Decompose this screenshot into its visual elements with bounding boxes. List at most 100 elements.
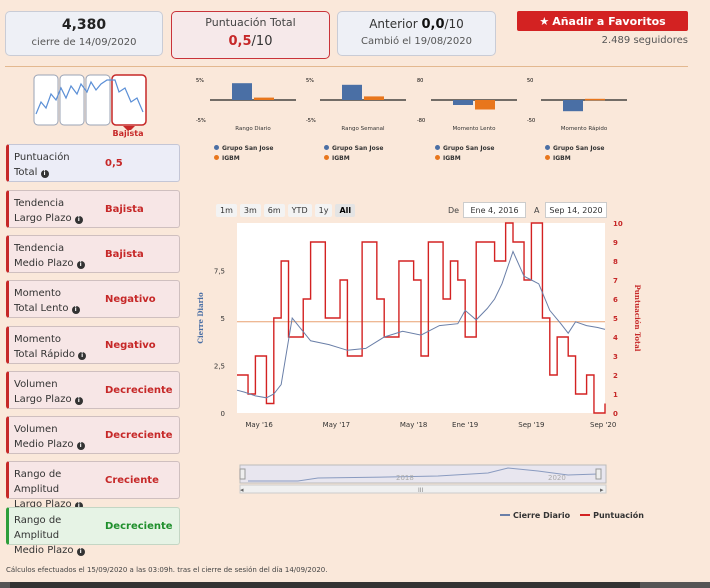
indicator-card[interactable]: Puntuación Total i 0,5 xyxy=(6,144,180,182)
indicator-card[interactable]: Volumen Medio Plazo i Decreciente xyxy=(6,416,180,454)
mini-bar xyxy=(453,100,473,105)
mini-chart-legend: Grupo San Jose IGBM xyxy=(545,144,604,164)
info-icon[interactable]: i xyxy=(74,397,83,405)
mini-legend-item: Grupo San Jose xyxy=(545,144,604,154)
svg-text:▸: ▸ xyxy=(600,486,604,494)
legend-item-score[interactable]: Puntuación xyxy=(580,511,644,520)
chart-navigator[interactable]: 2018 2020 ◂ ▸ III xyxy=(238,463,608,495)
indicator-card[interactable]: Volumen Largo Plazo i Decreciente xyxy=(6,371,180,409)
info-icon[interactable]: i xyxy=(78,352,87,360)
range-button[interactable]: YTD xyxy=(287,204,312,217)
indicator-card[interactable]: Momento Total Lento i Negativo xyxy=(6,280,180,318)
info-icon[interactable]: i xyxy=(74,216,83,224)
range-button[interactable]: 3m xyxy=(239,204,261,217)
divider xyxy=(5,66,688,67)
trend-tag: Bajista xyxy=(112,129,144,138)
y-right-tick: 2 xyxy=(613,372,618,380)
horizontal-scrollbar[interactable] xyxy=(0,582,710,588)
range-button[interactable]: 1y xyxy=(314,204,333,217)
indicator-value: Decreciente xyxy=(105,520,173,532)
x-tick: May '17 xyxy=(323,421,351,429)
y-right-tick: 3 xyxy=(613,353,618,361)
info-icon[interactable]: i xyxy=(40,170,49,178)
navigator-label: 2018 xyxy=(396,474,414,482)
to-date-input[interactable]: Sep 14, 2020 xyxy=(545,202,607,218)
trend-thumbnail xyxy=(33,74,147,130)
indicator-value: Negativo xyxy=(105,293,156,305)
range-button[interactable]: 1m xyxy=(216,204,237,217)
from-date-input[interactable]: Ene 4, 2016 xyxy=(463,202,526,218)
navigator-scrollbar[interactable] xyxy=(239,484,607,494)
followers-count: 2.489 seguidores xyxy=(601,35,688,46)
indicator-value: Creciente xyxy=(105,474,159,486)
mini-bar xyxy=(475,100,495,110)
scrollbar-thumb[interactable] xyxy=(10,582,640,588)
mini-axis-max: 50 xyxy=(527,78,533,84)
mini-bar-chart: 5% -5% Rango Semanal xyxy=(306,78,406,132)
chart-legend: Cierre Diario Puntuación xyxy=(500,511,644,520)
mini-bar-chart: 50 -50 Momento Rápido xyxy=(527,78,627,132)
total-score-box: Puntuación Total 0,5/10 xyxy=(171,11,330,59)
navigator-handle-left[interactable] xyxy=(239,468,246,480)
info-icon[interactable]: i xyxy=(76,442,85,450)
y-right-title: Puntuación Total xyxy=(633,285,642,352)
indicator-value: Bajista xyxy=(105,203,144,215)
previous-score: Anterior 0,0/10 xyxy=(369,17,464,32)
mini-bar xyxy=(563,100,583,112)
indicator-name: Puntuación Total i xyxy=(14,152,70,178)
indicator-value: Decreciente xyxy=(105,384,173,396)
info-icon[interactable]: i xyxy=(76,548,85,556)
main-chart: 0 2,5 5 7,5 0 1 2 3 4 5 6 7 8 9 10 May '16 May '17 May '1… xyxy=(196,220,642,429)
info-icon[interactable]: i xyxy=(74,502,83,510)
y-left-tick: 0 xyxy=(221,410,225,418)
legend-item-close[interactable]: Cierre Diario xyxy=(500,511,570,520)
y-right-tick: 10 xyxy=(613,220,623,228)
mini-axis-min: -5% xyxy=(196,118,206,124)
y-right-tick: 9 xyxy=(613,239,618,247)
star-icon: ★ xyxy=(539,14,550,28)
indicator-card[interactable]: Rango de Amplitud Largo Plazo i Creciente xyxy=(6,461,180,510)
navigator-handle-right[interactable] xyxy=(595,468,602,480)
indicator-card[interactable]: Rango de Amplitud Medio Plazo i Decrecient… xyxy=(6,507,180,556)
mini-chart-title: Momento Lento xyxy=(453,126,497,132)
info-icon[interactable]: i xyxy=(71,306,80,314)
last-price: 4,380 xyxy=(61,17,107,33)
indicator-name: Momento Total Lento i xyxy=(14,286,104,316)
mini-bar xyxy=(342,84,362,100)
x-tick: Sep '19 xyxy=(518,421,544,429)
mini-bar-chart: 5% -5% Rango Diario xyxy=(196,78,296,132)
svg-text:◂: ◂ xyxy=(240,486,244,494)
y-right-tick: 1 xyxy=(613,391,618,399)
y-right-tick: 6 xyxy=(613,296,618,304)
info-icon[interactable]: i xyxy=(76,261,85,269)
x-tick: May '18 xyxy=(400,421,428,429)
x-tick: Ene '19 xyxy=(452,421,478,429)
mini-chart-title: Rango Diario xyxy=(235,126,271,132)
y-left-title: Cierre Diario xyxy=(196,292,205,344)
range-button[interactable]: All xyxy=(335,204,356,217)
mini-axis-min: -50 xyxy=(527,118,535,124)
indicator-name: Tendencia Medio Plazo i xyxy=(14,241,104,271)
indicator-name: Volumen Medio Plazo i xyxy=(14,422,104,452)
previous-changed-date: Cambió el 19/08/2020 xyxy=(360,36,473,47)
y-right-tick: 5 xyxy=(613,315,618,323)
indicator-card[interactable]: Momento Total Rápido i Negativo xyxy=(6,326,180,364)
y-right-tick: 8 xyxy=(613,258,618,266)
indicator-card[interactable]: Tendencia Largo Plazo i Bajista xyxy=(6,190,180,228)
mini-chart-title: Momento Rápido xyxy=(561,125,608,132)
y-left-tick: 2,5 xyxy=(214,363,225,371)
range-selector: 1m 3m 6m YTD 1y All xyxy=(216,204,356,217)
mini-chart-legend: Grupo San Jose IGBM xyxy=(324,144,383,164)
range-button[interactable]: 6m xyxy=(263,204,285,217)
mini-legend-item: IGBM xyxy=(324,154,383,164)
from-label: De xyxy=(448,206,460,215)
add-favorites-button[interactable]: ★ Añadir a Favoritos xyxy=(517,11,688,31)
mini-legend-item: Grupo San Jose xyxy=(435,144,494,154)
mini-legend-item: IGBM xyxy=(435,154,494,164)
calculation-note: Cálculos efectuados el 15/09/2020 a las … xyxy=(6,566,328,574)
indicator-card[interactable]: Tendencia Medio Plazo i Bajista xyxy=(6,235,180,273)
mini-bar xyxy=(232,83,252,100)
mini-bar xyxy=(364,96,384,100)
y-right-tick: 0 xyxy=(613,410,618,418)
price-date: cierre de 14/09/2020 xyxy=(31,37,137,48)
